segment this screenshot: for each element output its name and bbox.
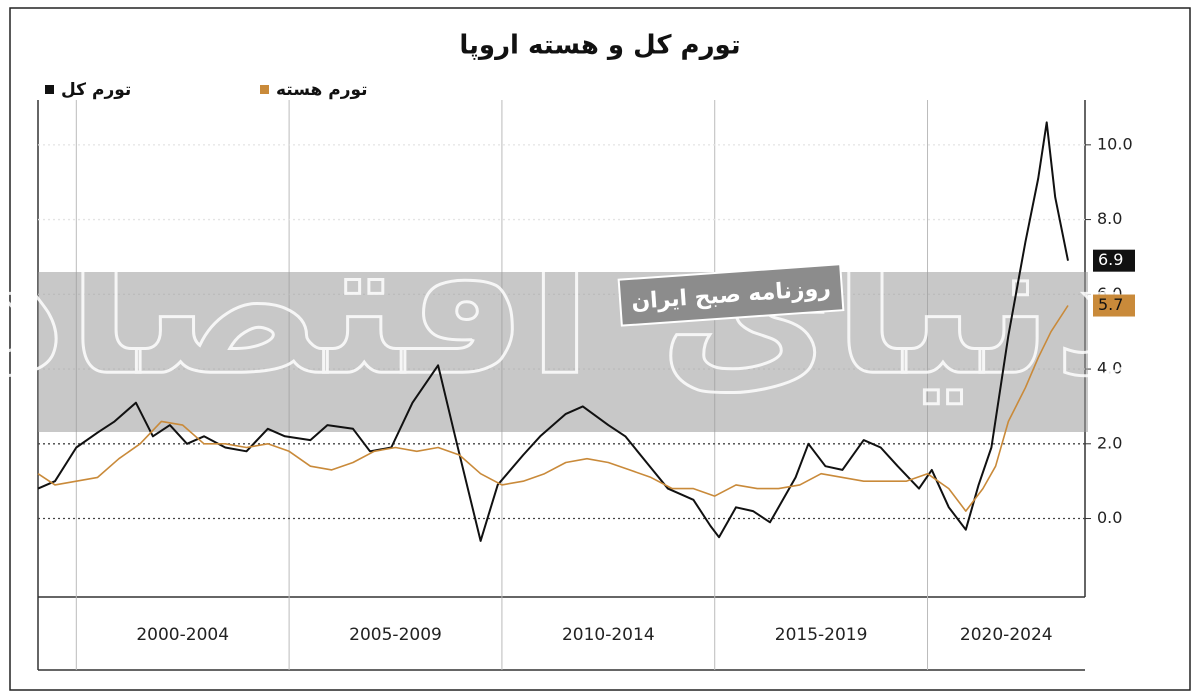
period-label: 2015-2019 [775,625,868,645]
chart-title: تورم کل و هسته اروپا [459,31,740,61]
y-tick-label: 0.0 [1097,508,1122,527]
watermark-tagline-group: روزنامه صبح ایران [617,263,845,327]
watermark-brand: دنیای اقتصاد [0,196,1151,417]
end-label: 6.9 [1098,250,1123,269]
end-badge [1093,249,1135,272]
y-tick-label: 4.0 [1097,359,1122,378]
y-tick-label: 8.0 [1097,209,1122,228]
series-line [37,121,1069,542]
legend-label: تورم کل [61,80,131,100]
y-tick-label: 10.0 [1097,134,1133,153]
period-label: 2010-2014 [562,625,655,645]
y-tick-label: 2.0 [1097,433,1122,452]
watermark-tagline-box [617,263,845,327]
period-label: 2005-2009 [349,625,442,645]
legend-swatch [45,85,54,94]
end-badge [1093,294,1135,317]
legend-swatch [260,85,269,94]
period-label: 2020-2024 [960,625,1053,645]
legend-label: تورم هسته [276,80,368,100]
end-label: 5.7 [1098,295,1123,314]
watermark-band [38,272,1088,432]
period-label: 2000-2004 [136,625,229,645]
series-line [37,305,1069,512]
